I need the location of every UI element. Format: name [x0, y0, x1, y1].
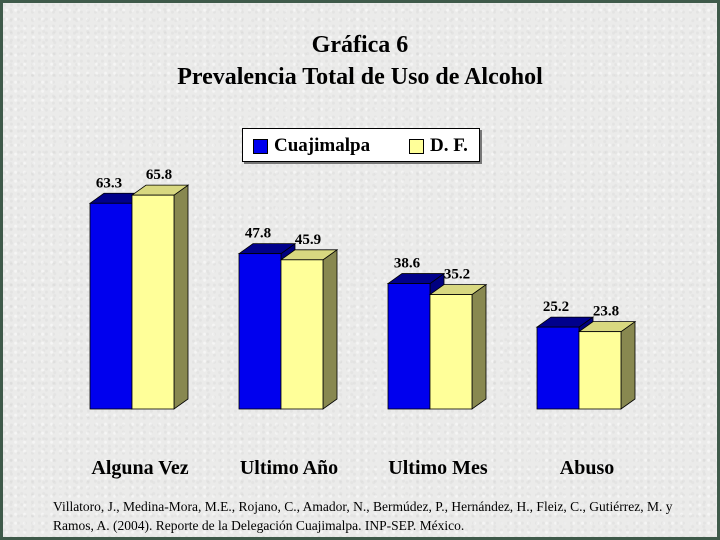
value-label-df-3: 23.8	[593, 304, 619, 320]
legend-swatch-cuajimalpa	[253, 139, 268, 154]
category-label-0: Alguna Vez	[91, 457, 188, 479]
category-label-1: Ultimo Año	[240, 457, 338, 479]
source-citation: Villatoro, J., Medina-Mora, M.E., Rojano…	[53, 499, 673, 533]
value-label-cuajimalpa-2: 38.6	[394, 256, 421, 272]
bar-cuajimalpa-3	[536, 326, 580, 410]
chart-subtitle: Prevalencia Total de Uso de Alcohol	[177, 64, 543, 90]
bar-side-df-3	[620, 320, 636, 410]
bar-cuajimalpa-0	[89, 202, 133, 410]
bar-side-df-1	[322, 249, 338, 410]
legend-label-df: D. F.	[430, 135, 468, 156]
chart-title: Gráfica 6	[311, 32, 409, 58]
value-label-df-0: 65.8	[146, 167, 172, 183]
value-label-cuajimalpa-1: 47.8	[245, 226, 271, 242]
bar-df-0	[131, 194, 175, 410]
chart-legend: Cuajimalpa D. F.	[242, 128, 480, 162]
value-label-df-1: 45.9	[295, 232, 321, 248]
bar-df-3	[578, 331, 622, 410]
legend-label-cuajimalpa: Cuajimalpa	[274, 135, 371, 156]
bar-side-df-0	[173, 184, 189, 410]
category-label-2: Ultimo Mes	[388, 457, 488, 479]
legend-swatch-df	[409, 139, 424, 154]
bar-df-2	[429, 294, 473, 410]
category-label-3: Abuso	[560, 457, 614, 479]
bar-df-1	[280, 259, 324, 410]
value-label-cuajimalpa-0: 63.3	[96, 175, 122, 191]
value-label-df-2: 35.2	[444, 267, 470, 283]
bar-cuajimalpa-2	[387, 283, 431, 410]
chart-frame	[3, 3, 717, 537]
bar-cuajimalpa-1	[238, 253, 282, 410]
value-label-cuajimalpa-3: 25.2	[543, 299, 569, 315]
bar-side-df-2	[471, 283, 487, 410]
